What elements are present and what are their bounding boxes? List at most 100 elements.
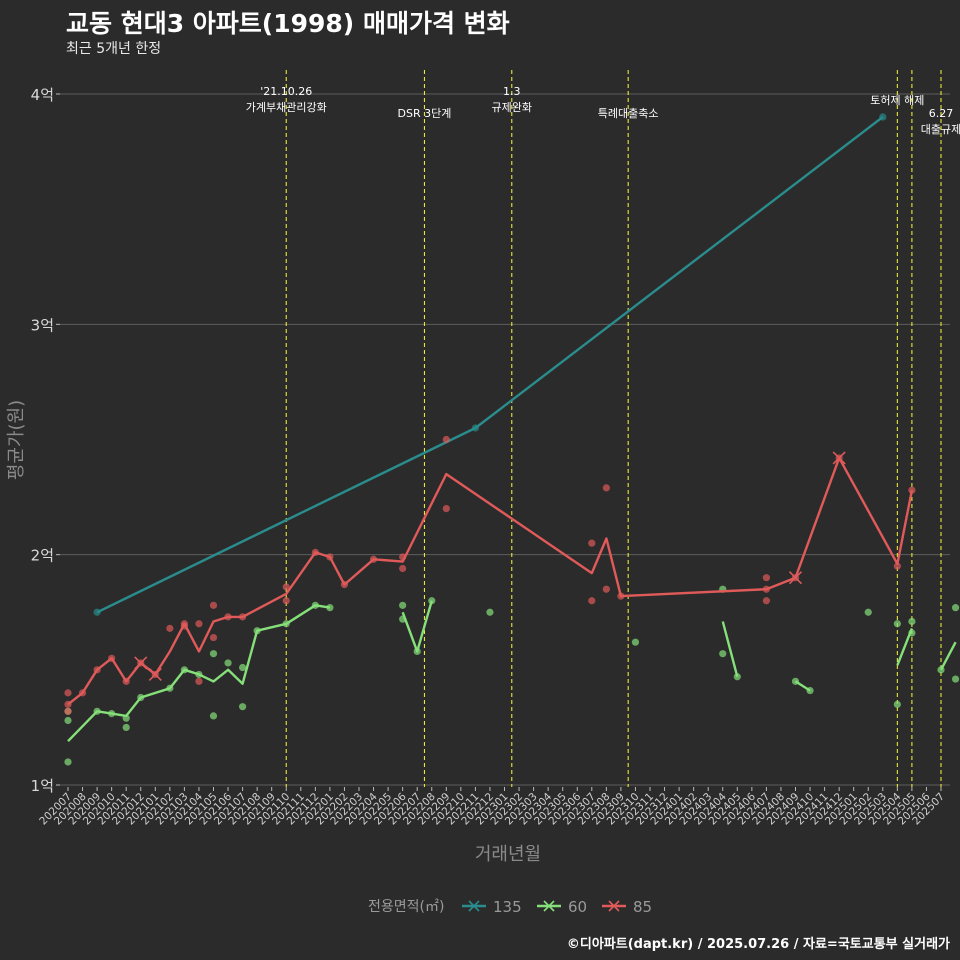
data-point (908, 486, 916, 494)
data-point (253, 627, 261, 635)
data-point (631, 638, 640, 646)
data-point (326, 553, 334, 561)
data-point (762, 585, 771, 593)
legend-label: 60 (568, 898, 587, 916)
data-point (108, 709, 116, 718)
data-point (239, 663, 247, 672)
data-point (399, 615, 407, 623)
data-point (122, 723, 130, 732)
policy-label: 특례대출축소 (598, 107, 659, 120)
data-point (64, 689, 72, 697)
data-point (239, 703, 247, 711)
data-point (122, 714, 130, 722)
legend-item-85: 85 (602, 898, 652, 916)
data-point (719, 650, 727, 658)
series-line (96, 116, 884, 614)
data-point (78, 689, 87, 697)
data-point (879, 113, 887, 121)
cross-marker (134, 656, 148, 670)
series-60 (64, 585, 960, 766)
data-point (64, 716, 72, 725)
grid-lines (60, 93, 950, 786)
data-point (951, 604, 960, 612)
data-point (471, 424, 479, 432)
legend-swatch-cross (608, 900, 620, 912)
data-point (588, 597, 596, 605)
data-point (791, 677, 800, 685)
data-point (908, 617, 916, 626)
legend-item-60: 60 (537, 898, 587, 916)
data-point (224, 659, 232, 667)
data-point (209, 712, 218, 720)
data-point (893, 562, 901, 570)
y-tick-label: 1억 (31, 777, 54, 795)
data-point (195, 670, 203, 679)
data-point (399, 601, 407, 609)
data-point (893, 620, 901, 628)
data-point (951, 675, 960, 683)
policy-label: 토허제 해제 (870, 93, 924, 107)
policy-label: 규제완화 (492, 101, 532, 114)
data-point (762, 574, 771, 582)
data-point (209, 650, 218, 658)
data-point (239, 613, 247, 621)
legend: 전용면적(㎡) 135 60 85 (368, 898, 652, 916)
data-point (209, 633, 218, 642)
data-point (166, 624, 174, 632)
data-point (122, 677, 130, 685)
data-point (64, 700, 72, 708)
data-point (617, 592, 625, 600)
data-point (93, 666, 101, 674)
data-point (311, 548, 319, 556)
data-point (180, 666, 188, 674)
chart-subtitle: 최근 5개년 한정 (66, 41, 162, 57)
series-line (67, 456, 914, 706)
data-point (588, 539, 596, 547)
data-point (602, 585, 610, 593)
data-point (93, 707, 101, 715)
data-point (428, 597, 436, 605)
source-caption: ©디아파트(dapt.kr) / 2025.07.26 / 자료=국토교통부 실… (566, 937, 950, 952)
data-point (64, 707, 72, 715)
policy-label: 6.27 (929, 107, 954, 120)
data-point (282, 620, 290, 628)
data-point (224, 613, 232, 621)
data-point (399, 553, 407, 561)
data-point (937, 666, 945, 674)
data-point (399, 564, 407, 573)
cross-marker (788, 571, 803, 585)
data-point (195, 677, 203, 685)
policy-label: DSR 3단계 (398, 107, 452, 120)
data-point (64, 758, 72, 766)
cross-marker (832, 451, 846, 465)
data-point (413, 647, 421, 656)
cross-marker (148, 667, 162, 682)
data-point (326, 604, 334, 612)
legend-swatch-cross (468, 900, 480, 912)
data-point (209, 601, 218, 609)
data-point (340, 581, 349, 589)
data-point (602, 484, 610, 492)
series-line (401, 600, 433, 653)
data-point (762, 597, 771, 605)
data-point (893, 700, 901, 708)
policy-label: 가계부채관리강화 (246, 101, 327, 114)
legend-title: 전용면적(㎡) (368, 899, 444, 915)
policy-label: 대출규제 (921, 123, 960, 136)
data-point (369, 555, 378, 563)
policy-label: 1.3 (503, 85, 521, 98)
data-point (282, 597, 290, 605)
data-point (282, 583, 290, 591)
data-point (486, 608, 494, 616)
y-tick-label: 3억 (31, 316, 54, 334)
series-135 (93, 113, 887, 616)
y-axis-label: 평균가(원) (6, 400, 27, 480)
data-point (180, 622, 188, 630)
legend-label: 85 (633, 898, 652, 916)
legend-item-135: 135 (462, 898, 522, 916)
data-point (311, 601, 319, 609)
data-point (908, 629, 916, 637)
axes: 1억2억3억4억20200720200820200920201020201120… (31, 86, 947, 827)
data-point (166, 684, 174, 692)
